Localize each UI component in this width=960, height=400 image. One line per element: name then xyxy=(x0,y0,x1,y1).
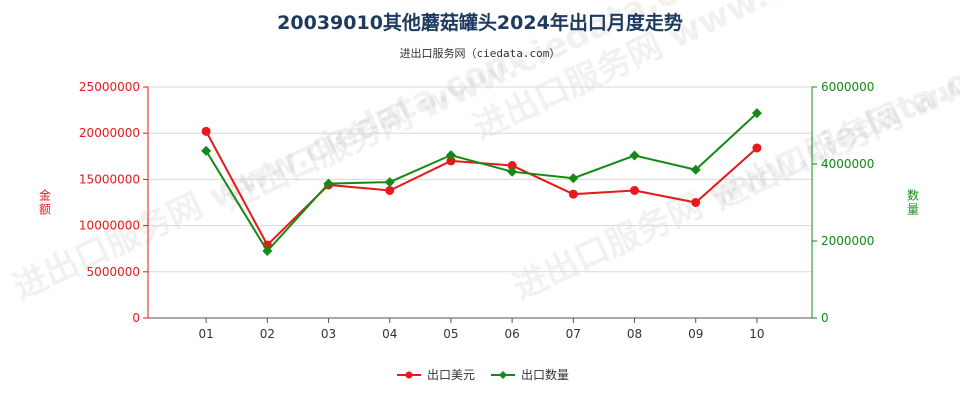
data-point-usd[interactable] xyxy=(446,156,456,166)
legend-marker xyxy=(499,371,507,379)
x-tick-label: 09 xyxy=(688,327,703,341)
y-tick-label-left: 0 xyxy=(132,311,140,325)
x-tick-label: 03 xyxy=(321,327,336,341)
data-point-usd[interactable] xyxy=(201,126,211,136)
chart-title: 20039010其他蘑菇罐头2024年出口月度走势 xyxy=(277,11,683,34)
data-point-quantity[interactable] xyxy=(445,150,456,161)
data-point-quantity[interactable] xyxy=(629,150,640,161)
y-axis-title-right: 数量 xyxy=(907,188,919,217)
x-tick-label: 08 xyxy=(627,327,642,341)
x-tick-label: 01 xyxy=(198,327,213,341)
data-point-quantity[interactable] xyxy=(690,164,701,175)
y-tick-label-left: 25000000 xyxy=(79,80,140,94)
y-tick-label-left: 20000000 xyxy=(79,126,140,140)
watermark-text: 进出口服务网 www.ciedata.com xyxy=(707,0,960,218)
data-point-quantity[interactable] xyxy=(751,108,762,119)
data-point-usd[interactable] xyxy=(507,161,517,171)
x-tick-label: 02 xyxy=(260,327,275,341)
data-point-quantity[interactable] xyxy=(262,246,273,257)
x-tick-label: 07 xyxy=(566,327,581,341)
x-tick-label: 04 xyxy=(382,327,397,341)
x-tick-label: 05 xyxy=(443,327,458,341)
y-tick-label-left: 10000000 xyxy=(79,219,140,233)
y-tick-label-right: 4000000 xyxy=(821,157,874,171)
series-layer xyxy=(201,108,762,257)
grid-lines xyxy=(148,86,812,273)
y-tick-label-right: 6000000 xyxy=(821,80,874,94)
data-point-quantity[interactable] xyxy=(201,145,212,156)
data-point-quantity[interactable] xyxy=(507,166,518,177)
data-point-usd[interactable] xyxy=(568,189,578,199)
data-point-usd[interactable] xyxy=(752,143,762,153)
legend-marker xyxy=(405,371,413,379)
legend-label: 出口美元 xyxy=(427,368,475,382)
legend-item-1[interactable]: 出口美元 xyxy=(397,368,475,382)
data-point-usd[interactable] xyxy=(630,185,640,195)
y-axis-title-left: 金额 xyxy=(39,188,51,217)
x-tick-label: 10 xyxy=(749,327,764,341)
x-tick-label: 06 xyxy=(504,327,519,341)
data-point-usd[interactable] xyxy=(691,198,701,207)
legend[interactable]: 出口美元 出口数量 xyxy=(397,367,569,382)
legend-item-2[interactable]: 出口数量 xyxy=(491,367,569,382)
data-point-quantity[interactable] xyxy=(384,177,395,188)
chart-subtitle: 进出口服务网（ciedata.com） xyxy=(400,46,561,60)
series-line-2 xyxy=(205,112,758,253)
y-tick-label-right: 2000000 xyxy=(821,234,874,248)
axes: 0500000010000000150000002000000025000000… xyxy=(39,80,919,341)
data-point-quantity[interactable] xyxy=(568,173,579,184)
y-tick-label-left: 5000000 xyxy=(87,265,140,279)
legend-label: 出口数量 xyxy=(521,367,569,382)
y-tick-label-left: 15000000 xyxy=(79,172,140,186)
y-tick-label-right: 0 xyxy=(821,311,829,325)
data-point-usd[interactable] xyxy=(385,185,395,195)
data-point-quantity[interactable] xyxy=(323,178,334,189)
